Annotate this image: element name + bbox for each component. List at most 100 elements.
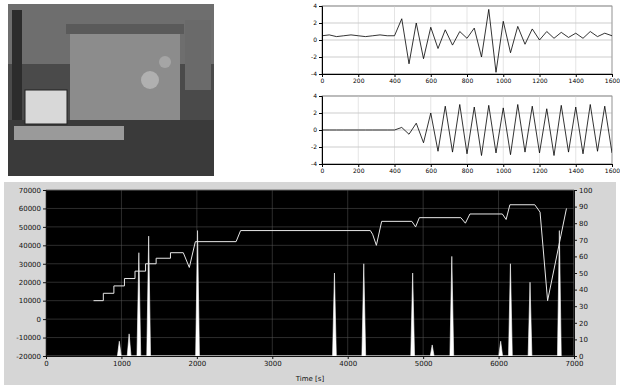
tick-label: 200 [353,167,365,174]
photo-floor [8,120,214,176]
tick-mark [43,190,46,191]
tick-label: 800 [462,167,474,174]
tick: 400 [389,164,401,174]
tick-label: -4 [311,70,317,77]
tick: 30 [574,303,588,311]
tick-label: 0 [579,353,583,361]
tick-label: 2 [313,19,317,26]
tick-label: 1000 [496,167,511,174]
grid-line [46,208,574,209]
plot-bg [322,6,612,74]
tick-label: 400 [389,77,401,84]
photo-bg [8,4,214,176]
tick-label: 1400 [569,77,584,84]
tick: 800 [462,164,474,174]
tick-mark [319,96,322,97]
tick-mark [574,306,577,307]
tick-mark [43,356,46,357]
grid-line [46,226,574,227]
tick-mark [43,301,46,302]
grid-line [394,6,395,74]
tick-mark [43,208,46,209]
marks [94,205,567,356]
tick-mark [43,282,46,283]
tick-label: 50000 [19,224,41,232]
tick-label: 2 [313,109,317,116]
tick: -4 [311,160,322,167]
tick-label: 7000 [566,360,584,368]
tick-label: 5000 [415,360,433,368]
tick: 0 [44,356,48,368]
tick-label: -4 [311,160,317,167]
tick-mark [574,356,577,357]
tick-label: 20000 [19,279,41,287]
tick-label: 80 [579,220,588,228]
panel-bg [4,182,616,385]
tick-label: -2 [311,143,317,150]
plot-bg [322,96,612,164]
tick-label: 40000 [19,242,41,250]
tick: 1000 [496,164,511,174]
photo-tank-top [66,24,184,34]
tick-mark [574,339,577,340]
grid [46,190,574,356]
tick: 0 [321,164,325,174]
grid [322,96,612,164]
grid-line [46,300,574,301]
tick: 400 [389,74,401,84]
tick: 600 [426,164,438,174]
chart: 02004006008001000120014001600-4-2024 [298,2,620,88]
chart: 02004006008001000120014001600-4-2024 [298,92,620,178]
tick-mark [423,356,424,359]
tick-mark [43,227,46,228]
grid-line [423,190,424,356]
tick-mark [319,23,322,24]
tick: 30000 [19,261,46,269]
tick: 2 [313,19,322,26]
tick-mark [319,147,322,148]
tick: 50000 [19,224,46,232]
tick: 0 [37,316,46,324]
tick-label: 600 [426,77,438,84]
tick: 5000 [415,356,433,368]
tick-label: 10 [579,336,588,344]
tick: 0 [313,36,322,43]
grid-line [575,96,576,164]
tick-label: -20000 [16,353,41,361]
grid-line [358,6,359,74]
tick-mark [499,356,500,359]
tick-mark [43,338,46,339]
tick-label: 2000 [188,360,206,368]
photo-tank [70,30,180,120]
tick: 2000 [188,356,206,368]
axis-line [43,191,47,357]
tick-mark [43,264,46,265]
grid-line [46,319,574,320]
tick: 20 [574,320,588,328]
area [117,231,561,356]
tick-mark [574,290,577,291]
tick-label: 100 [579,187,592,195]
tick-label: -2 [311,53,317,60]
tick: 70000 [19,187,46,195]
tick: 800 [462,74,474,84]
tick-mark [574,207,577,208]
grid-line [575,6,576,74]
axis-line [575,191,578,357]
tick: 6000 [490,356,508,368]
tick: 600 [426,74,438,84]
tick: -2 [311,143,322,150]
grid-line [612,6,613,74]
axis: -4-2024 [311,92,322,167]
tick: 80 [574,220,588,228]
axis-line [319,7,323,75]
tick-label: 20 [579,320,588,328]
tick-mark [574,240,577,241]
photo [8,4,214,176]
tick-mark [319,113,322,114]
tick-mark [197,356,198,359]
axis: -20000-100000100002000030000400005000060… [16,187,46,361]
tick: 40 [574,286,588,294]
tick: 0 [321,74,325,84]
tick-label: 200 [353,77,365,84]
